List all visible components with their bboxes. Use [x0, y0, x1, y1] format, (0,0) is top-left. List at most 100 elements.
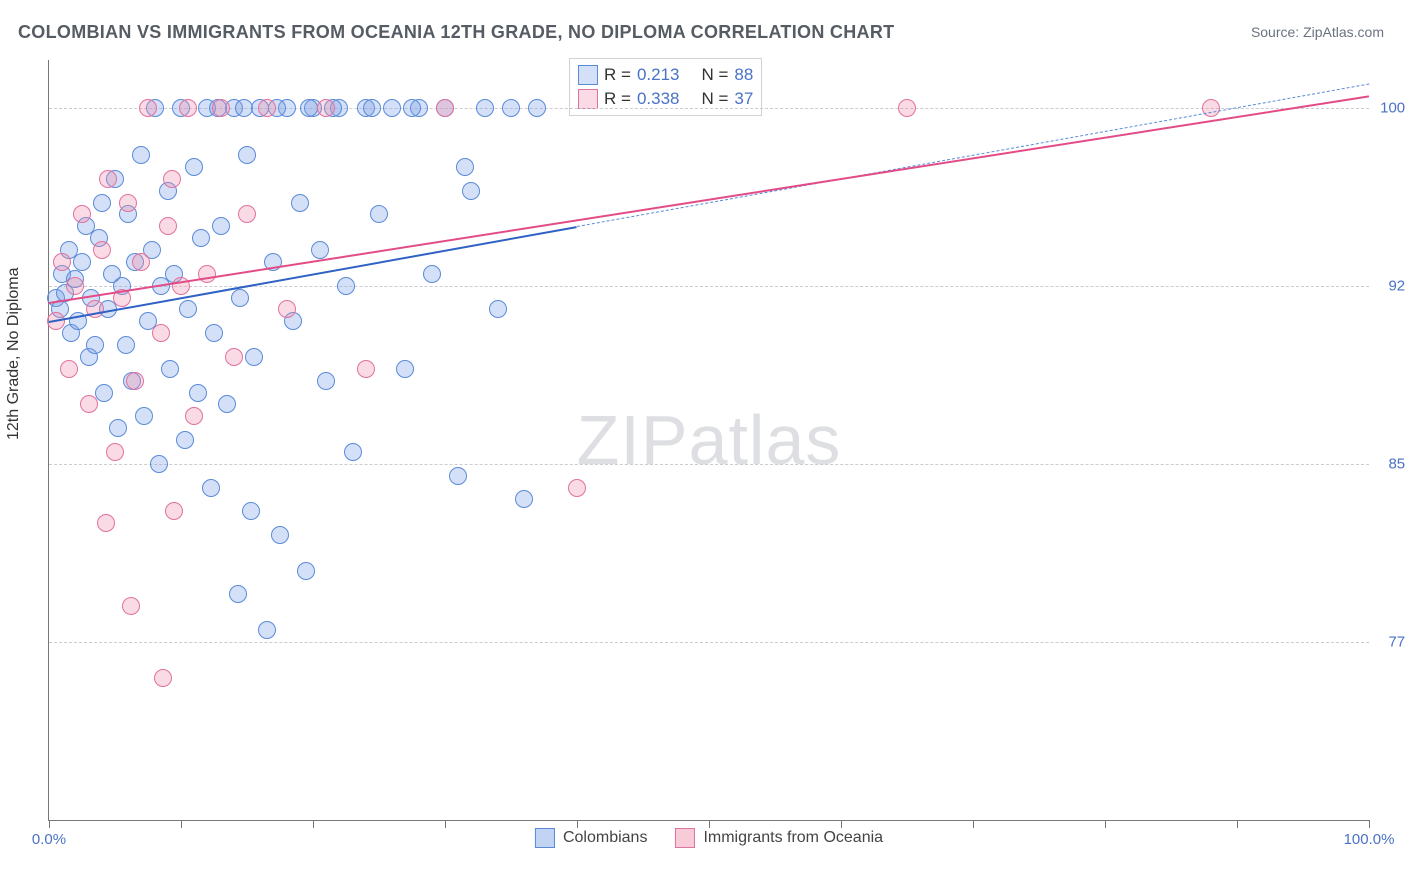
point-colombians [231, 289, 249, 307]
point-oceania [154, 669, 172, 687]
x-tick [445, 820, 446, 828]
legend-swatch-colombians [535, 828, 555, 848]
point-colombians [403, 99, 421, 117]
point-oceania [152, 324, 170, 342]
point-oceania [317, 99, 335, 117]
r-value-colombians: 0.213 [637, 65, 680, 85]
point-oceania [106, 443, 124, 461]
point-oceania [179, 99, 197, 117]
point-colombians [212, 217, 230, 235]
source-label: Source: ZipAtlas.com [1251, 24, 1384, 40]
point-colombians [311, 241, 329, 259]
point-colombians [109, 419, 127, 437]
x-tick [709, 820, 710, 828]
n-value-oceania: 37 [734, 89, 753, 109]
point-oceania [159, 217, 177, 235]
point-colombians [189, 384, 207, 402]
point-colombians [344, 443, 362, 461]
watermark-bold: ZIP [577, 401, 689, 479]
point-colombians [117, 336, 135, 354]
point-colombians [515, 490, 533, 508]
legend-item-colombians: Colombians [535, 828, 647, 848]
point-oceania [53, 253, 71, 271]
point-oceania [126, 372, 144, 390]
point-oceania [139, 99, 157, 117]
point-colombians [337, 277, 355, 295]
watermark-thin: atlas [689, 401, 842, 479]
point-oceania [898, 99, 916, 117]
r-value-oceania: 0.338 [637, 89, 680, 109]
x-tick [1105, 820, 1106, 828]
point-colombians [363, 99, 381, 117]
point-colombians [135, 407, 153, 425]
point-oceania [165, 502, 183, 520]
point-colombians [185, 158, 203, 176]
x-tick [181, 820, 182, 828]
plot-area: ZIPatlas R = 0.213 N = 88 R = 0.338 N = … [48, 60, 1369, 821]
point-colombians [291, 194, 309, 212]
series-legend: Colombians Immigrants from Oceania [535, 828, 883, 848]
point-colombians [150, 455, 168, 473]
legend-row-colombians: R = 0.213 N = 88 [578, 63, 753, 87]
x-tick-label: 100.0% [1344, 831, 1395, 848]
y-tick-label: 92.5% [1375, 277, 1406, 294]
legend-label-oceania: Immigrants from Oceania [703, 829, 883, 847]
point-colombians [205, 324, 223, 342]
point-oceania [212, 99, 230, 117]
x-tick [577, 820, 578, 828]
y-tick-label: 85.0% [1375, 455, 1406, 472]
point-oceania [99, 170, 117, 188]
point-oceania [66, 277, 84, 295]
point-colombians [161, 360, 179, 378]
point-colombians [300, 99, 318, 117]
point-oceania [119, 194, 137, 212]
point-colombians [383, 99, 401, 117]
point-colombians [271, 526, 289, 544]
point-oceania [132, 253, 150, 271]
x-tick-label: 0.0% [32, 831, 66, 848]
gridline-h [49, 642, 1369, 643]
watermark: ZIPatlas [577, 400, 842, 480]
point-colombians [462, 182, 480, 200]
x-tick [841, 820, 842, 828]
swatch-oceania [578, 89, 598, 109]
y-axis-label: 12th Grade, No Diploma [5, 267, 23, 440]
legend-item-oceania: Immigrants from Oceania [675, 828, 883, 848]
point-oceania [80, 395, 98, 413]
point-oceania [278, 300, 296, 318]
point-colombians [73, 253, 91, 271]
point-colombians [297, 562, 315, 580]
point-colombians [202, 479, 220, 497]
point-colombians [179, 300, 197, 318]
point-colombians [132, 146, 150, 164]
chart-container: COLOMBIAN VS IMMIGRANTS FROM OCEANIA 12T… [0, 0, 1406, 892]
point-colombians [476, 99, 494, 117]
point-colombians [95, 384, 113, 402]
point-colombians [86, 336, 104, 354]
legend-label-colombians: Colombians [563, 829, 647, 847]
point-oceania [258, 99, 276, 117]
point-colombians [449, 467, 467, 485]
point-oceania [73, 205, 91, 223]
regression-line [49, 96, 1369, 305]
point-oceania [225, 348, 243, 366]
point-colombians [370, 205, 388, 223]
point-colombians [456, 158, 474, 176]
point-colombians [238, 146, 256, 164]
n-label: N = [701, 89, 728, 109]
point-colombians [317, 372, 335, 390]
point-oceania [97, 514, 115, 532]
x-tick [973, 820, 974, 828]
x-tick [1237, 820, 1238, 828]
point-colombians [258, 621, 276, 639]
point-colombians [218, 395, 236, 413]
point-colombians [528, 99, 546, 117]
r-label: R = [604, 89, 631, 109]
point-colombians [93, 194, 111, 212]
point-colombians [192, 229, 210, 247]
point-colombians [396, 360, 414, 378]
point-oceania [568, 479, 586, 497]
point-oceania [436, 99, 454, 117]
swatch-colombians [578, 65, 598, 85]
y-tick-label: 77.5% [1375, 633, 1406, 650]
